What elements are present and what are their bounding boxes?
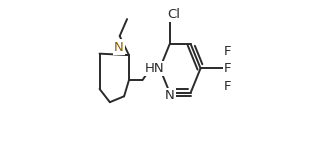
Text: N: N: [114, 41, 124, 54]
Text: F: F: [224, 45, 231, 58]
Text: F: F: [224, 62, 231, 75]
Text: Cl: Cl: [167, 8, 181, 21]
Text: HN: HN: [145, 62, 165, 75]
Text: N: N: [165, 89, 175, 102]
Text: F: F: [224, 80, 231, 93]
